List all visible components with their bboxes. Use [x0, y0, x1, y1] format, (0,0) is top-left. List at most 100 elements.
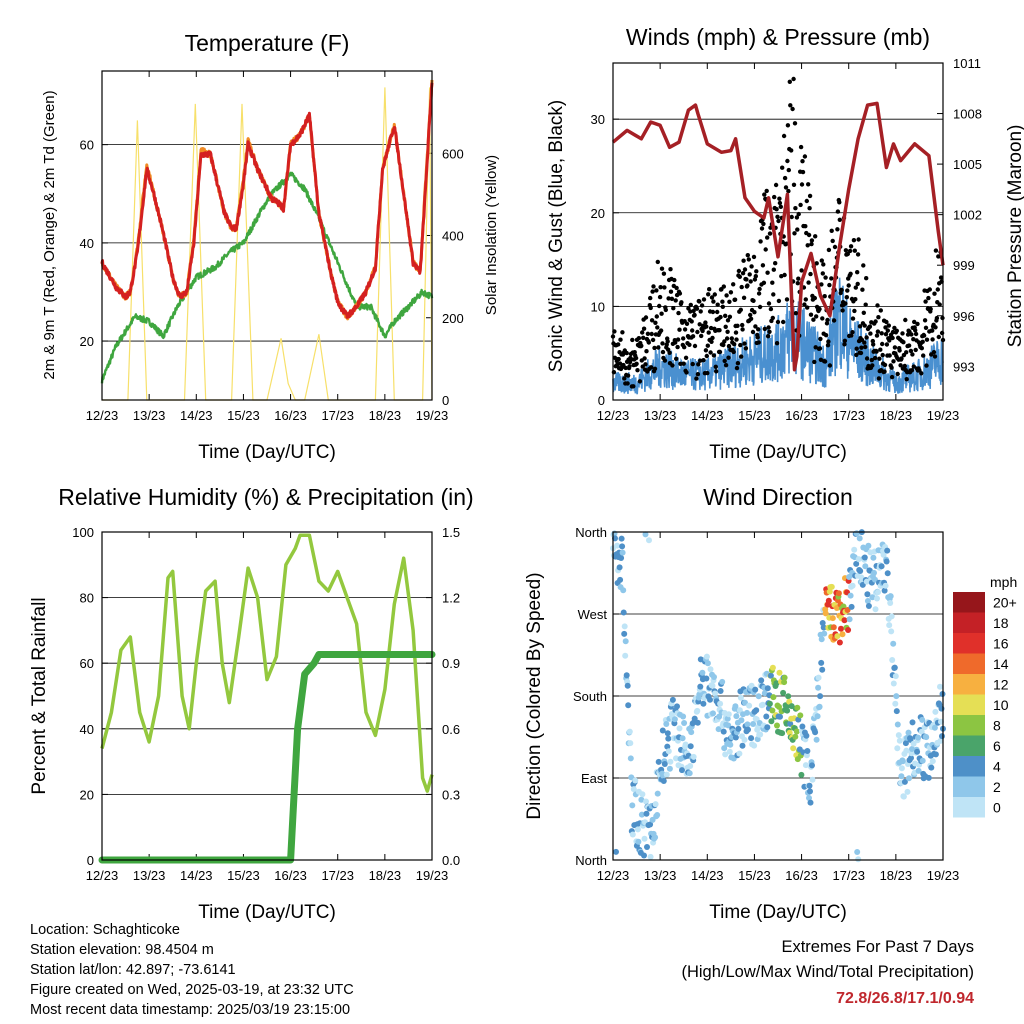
gust-dot: [798, 144, 804, 150]
x-tick-label: 16/23: [274, 868, 307, 883]
gust-dot: [892, 345, 898, 350]
gust-dot: [688, 302, 693, 308]
direction-dot: [853, 530, 860, 537]
direction-dot: [872, 606, 879, 613]
gust-dot: [653, 320, 658, 325]
gust-dot: [755, 335, 760, 340]
temperature-ylabel: 2m & 9m T (Red, Orange) & 2m Td (Green): [41, 90, 58, 379]
gust-dot: [736, 268, 742, 274]
gust-dot: [884, 319, 889, 325]
gust-dot: [813, 234, 818, 239]
gust-dot: [874, 333, 880, 338]
colorbar-swatch: [953, 633, 985, 654]
gust-dot: [883, 332, 889, 337]
gust-dot: [811, 317, 816, 322]
temperature-panel: Temperature (F) 2m & 9m T (Red, Orange) …: [41, 30, 500, 463]
gust-dot: [790, 106, 795, 112]
y-tick-label-right: 1011: [953, 56, 981, 71]
direction-dot: [688, 729, 695, 736]
gust-dot: [724, 336, 730, 341]
direction-dot: [899, 758, 906, 765]
station-info: Location: Schaghticoke Station elevation…: [30, 920, 354, 1020]
direction-dot: [932, 751, 939, 758]
gust-dot: [616, 356, 621, 362]
direction-dot: [901, 778, 908, 785]
gust-dot: [777, 200, 783, 206]
direction-dot: [825, 597, 832, 604]
gust-dot: [695, 372, 701, 377]
gust-dot: [633, 355, 639, 361]
direction-dot: [875, 589, 881, 596]
direction-dot: [703, 675, 710, 682]
gust-dot: [791, 182, 797, 187]
gust-dot: [931, 350, 937, 355]
direction-dot: [674, 703, 680, 710]
direction-dot: [892, 700, 899, 707]
gust-dot: [745, 283, 750, 288]
gust-dot: [791, 76, 796, 82]
direction-dot: [865, 542, 872, 549]
gust-dot: [822, 294, 827, 299]
winds-panel: Winds (mph) & Pressure (mb) Sonic Wind &…: [546, 24, 1024, 463]
gust-dot: [618, 337, 623, 342]
direction-dot: [644, 844, 650, 850]
gust-dot: [681, 336, 686, 341]
gust-dot: [718, 314, 723, 320]
direction-dot: [857, 568, 864, 574]
gust-dot: [712, 292, 717, 297]
gust-dot: [746, 257, 751, 262]
direction-dot: [793, 728, 800, 735]
direction-dot: [865, 603, 872, 609]
direction-dot: [830, 624, 837, 631]
y-tick-label: 20: [80, 787, 94, 802]
y-tick-label: 0: [598, 393, 605, 408]
gust-dot: [852, 248, 857, 253]
gust-dot: [652, 366, 658, 371]
humidity-title: Relative Humidity (%) & Precipitation (i…: [58, 484, 473, 510]
direction-dot: [858, 574, 865, 581]
gust-dot: [904, 377, 909, 382]
direction-dot: [820, 624, 827, 631]
gust-dot: [661, 271, 667, 276]
gust-dot: [824, 321, 830, 326]
direction-dot: [905, 729, 912, 736]
colorbar-label: 6: [993, 738, 1001, 754]
gust-dot: [913, 331, 919, 337]
temperature-title: Temperature (F): [185, 30, 350, 56]
direction-dot: [691, 715, 698, 722]
gust-dot: [873, 319, 878, 324]
gust-dot: [715, 309, 720, 315]
gust-dot: [760, 263, 766, 268]
direction-dot: [722, 751, 729, 758]
gust-dot: [823, 275, 828, 280]
direction-dot: [727, 741, 734, 748]
gust-dot: [854, 346, 859, 351]
gust-dot: [740, 322, 745, 328]
direction-dot: [629, 802, 636, 809]
gust-dot: [761, 221, 766, 227]
gust-dot: [933, 248, 939, 253]
direction-dot: [641, 835, 648, 842]
gust-dot: [876, 315, 881, 320]
gust-dot: [765, 334, 771, 339]
gust-dot: [743, 346, 749, 351]
gust-dot: [674, 285, 679, 291]
gust-dot: [630, 337, 635, 343]
gust-dot: [904, 350, 909, 355]
gust-dot: [694, 306, 700, 311]
direction-dot: [736, 750, 743, 757]
direction-dot: [676, 725, 683, 732]
gust-dot: [742, 341, 747, 346]
direction-dot: [777, 713, 783, 720]
gust-dot: [691, 308, 696, 314]
direction-dot: [910, 740, 917, 747]
direction-dot: [859, 581, 866, 588]
gust-dot: [825, 343, 831, 348]
gust-dot: [803, 224, 808, 229]
gust-dot: [616, 342, 621, 347]
gust-dot: [706, 330, 711, 335]
x-tick-label: 19/23: [416, 868, 449, 883]
gust-dot: [796, 276, 801, 281]
gust-dot: [892, 325, 897, 331]
gust-dot: [932, 291, 937, 296]
